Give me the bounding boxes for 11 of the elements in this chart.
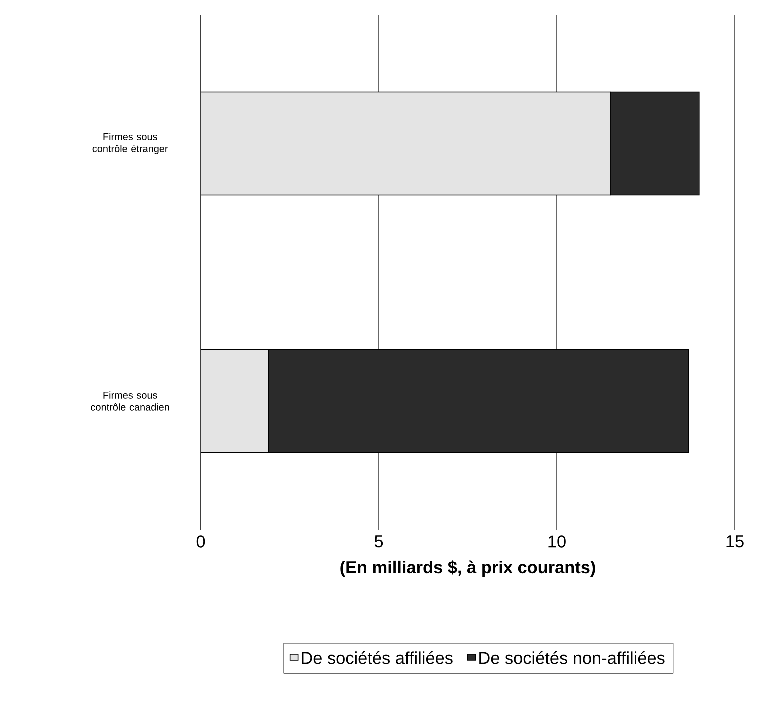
x-tick-label: 10 — [548, 536, 566, 548]
x-tick-label: 5 — [374, 536, 384, 548]
x-axis-title: (En milliards $, à prix courants) — [340, 560, 596, 578]
legend-label: De sociétés non-affiliées — [480, 651, 665, 664]
x-tick-label: 0 — [196, 536, 206, 548]
x-tick-label: 15 — [726, 536, 744, 548]
y-tick-label: Firmes sous contrôle canadien — [91, 392, 170, 411]
y-tick-label: Firmes sous contrôle étranger — [92, 133, 168, 154]
legend-label: De sociétés affiliées — [302, 651, 453, 664]
bar — [201, 349, 270, 454]
bar — [201, 92, 611, 196]
